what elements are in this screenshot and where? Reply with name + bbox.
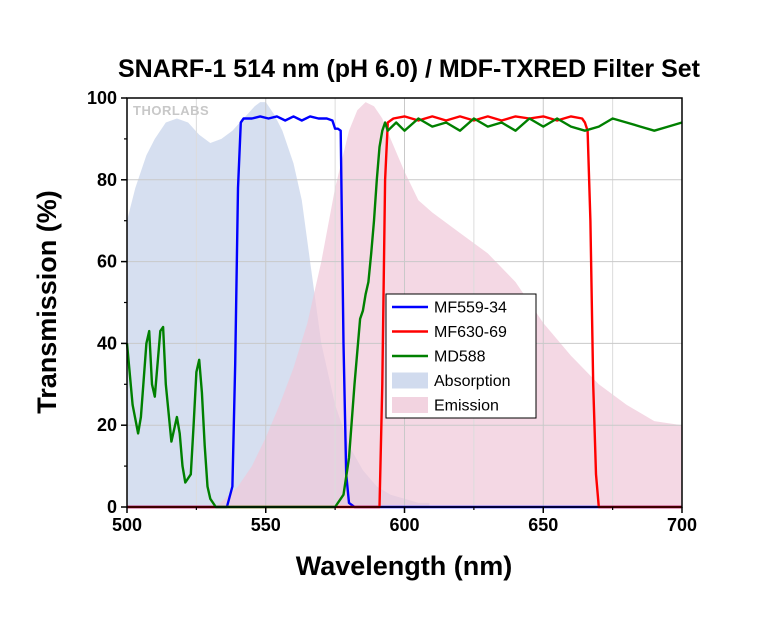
watermark: THORLABS xyxy=(133,103,209,118)
x-tick-label: 550 xyxy=(251,515,281,535)
chart-title: SNARF-1 514 nm (pH 6.0) / MDF-TXRED Filt… xyxy=(118,55,701,83)
legend-swatch-absorption xyxy=(392,372,428,389)
x-tick-label: 600 xyxy=(389,515,419,535)
legend-label-md588: MD588 xyxy=(434,349,486,366)
x-axis-title: Wavelength (nm) xyxy=(296,551,513,581)
series-mf630-69-line xyxy=(127,115,682,509)
legend: MF559-34 MF630-69 MD588 Absorption Emission xyxy=(385,293,537,419)
x-tick-label: 650 xyxy=(528,515,558,535)
y-tick-label: 60 xyxy=(97,252,117,272)
x-tick-label: 500 xyxy=(112,515,142,535)
legend-label-mf559-34: MF559-34 xyxy=(434,300,507,317)
legend-label-emission: Emission xyxy=(434,398,499,415)
x-tick-label: 700 xyxy=(667,515,697,535)
y-tick-label: 20 xyxy=(97,415,117,435)
axis-ticks: 500 550 600 650 700 0 20 40 60 80 100 xyxy=(87,88,697,535)
plot-lines xyxy=(125,115,683,509)
legend-label-mf630-69: MF630-69 xyxy=(434,324,507,341)
y-tick-label: 0 xyxy=(107,497,117,517)
y-tick-label: 100 xyxy=(87,88,117,108)
legend-label-absorption: Absorption xyxy=(434,373,511,390)
y-tick-label: 80 xyxy=(97,170,117,190)
y-axis-title: Transmission (%) xyxy=(32,190,62,414)
y-tick-label: 40 xyxy=(97,333,117,353)
legend-swatch-emission xyxy=(392,397,428,413)
series-mf559-34-line xyxy=(127,115,682,509)
series-md588-line xyxy=(125,117,683,509)
